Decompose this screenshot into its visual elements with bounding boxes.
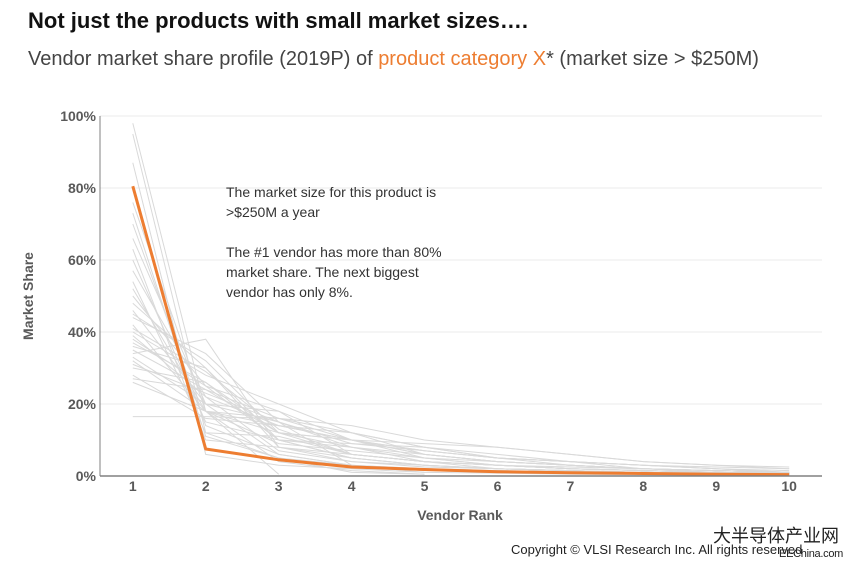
subtitle-highlight: product category X: [378, 48, 547, 70]
background-series-line-32: [132, 313, 790, 475]
y-tick-label-1: 20%: [68, 396, 97, 412]
x-axis-label: Vendor Rank: [417, 507, 503, 523]
annotation-vendor-share: The #1 vendor has more than 80% market s…: [226, 244, 442, 300]
watermark-logo: 大半导体产业网: [713, 526, 839, 547]
background-series-line-34: [132, 327, 790, 473]
x-tick-label-1: 1: [129, 478, 137, 494]
y-tick-label-2: 40%: [68, 324, 97, 340]
axes: [99, 116, 822, 477]
background-series-line-30: [132, 381, 790, 473]
gridlines: [100, 115, 822, 405]
x-tick-label-9: 9: [712, 478, 720, 494]
y-tick-label-5: 100%: [60, 108, 96, 124]
x-tick-label-4: 4: [348, 478, 356, 494]
y-tick-label-0: 0%: [76, 468, 97, 484]
background-series-line-22: [132, 349, 790, 475]
background-series-line-27: [132, 367, 790, 473]
chart-subtitle: Vendor market share profile (2019P) of p…: [28, 48, 759, 71]
y-axis-label: Market Share: [20, 252, 36, 340]
background-series-line-33: [132, 288, 790, 474]
background-series-line-31: [132, 416, 790, 468]
y-tick-label-4: 80%: [68, 180, 97, 196]
page-title: Not just the products with small market …: [28, 8, 528, 33]
chart-annotation: The market size for this product is >$25…: [226, 182, 456, 322]
y-tick-label-3: 60%: [68, 252, 97, 268]
x-tick-label-5: 5: [421, 478, 429, 494]
highlight-series-group: [131, 185, 790, 477]
x-tick-label-2: 2: [202, 478, 210, 494]
x-tick-label-3: 3: [275, 478, 283, 494]
x-tick-label-7: 7: [566, 478, 574, 494]
watermark-site: EEChina.com: [779, 548, 843, 560]
x-tick-label-10: 10: [781, 478, 797, 494]
copyright-text: Copyright © VLSI Research Inc. All right…: [511, 542, 803, 557]
highlight-series-line: [131, 185, 790, 477]
x-tick-label-6: 6: [494, 478, 502, 494]
subtitle-suffix: * (market size > $250M): [546, 48, 759, 70]
background-series-line-13: [132, 302, 790, 475]
subtitle-prefix: Vendor market share profile (2019P) of: [28, 48, 379, 70]
x-tick-label-8: 8: [639, 478, 647, 494]
tick-labels: 0% 20% 40% 60% 80% 100% 1 2 3 4 5 6 7 8 9 10: [60, 108, 797, 494]
background-series-line-24: [132, 356, 790, 473]
annotation-market-size: The market size for this product is >$25…: [226, 184, 437, 220]
